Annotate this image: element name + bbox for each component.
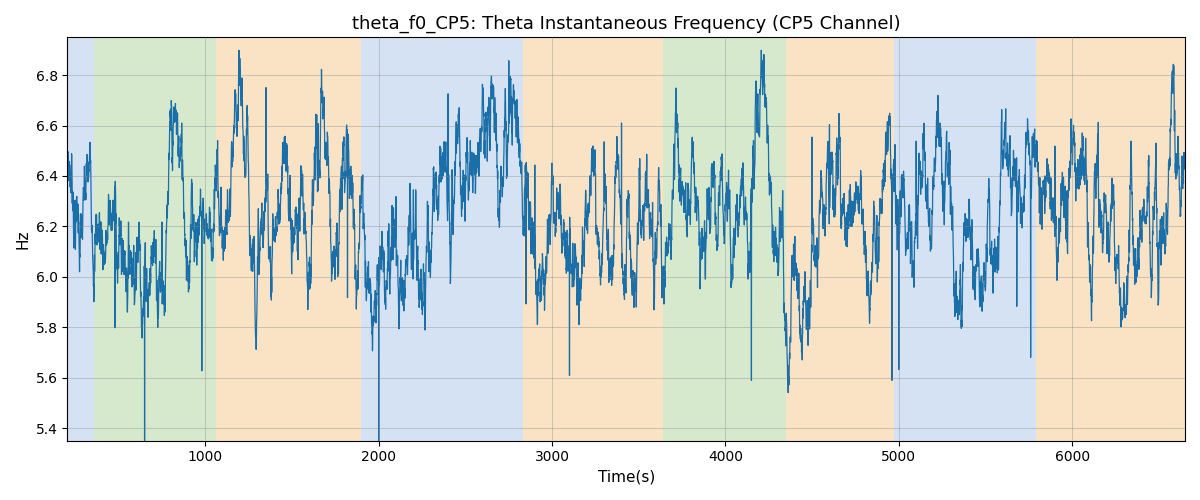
Bar — [67, 38, 95, 440]
Bar — [361, 38, 500, 440]
Y-axis label: Hz: Hz — [16, 230, 30, 249]
Bar — [664, 38, 786, 440]
Bar — [522, 38, 664, 440]
Bar — [894, 38, 1036, 440]
Bar — [95, 38, 216, 440]
X-axis label: Time(s): Time(s) — [598, 470, 655, 485]
Bar — [1036, 38, 1184, 440]
Bar — [216, 38, 361, 440]
Bar — [786, 38, 894, 440]
Bar — [500, 38, 522, 440]
Title: theta_f0_CP5: Theta Instantaneous Frequency (CP5 Channel): theta_f0_CP5: Theta Instantaneous Freque… — [352, 15, 900, 34]
